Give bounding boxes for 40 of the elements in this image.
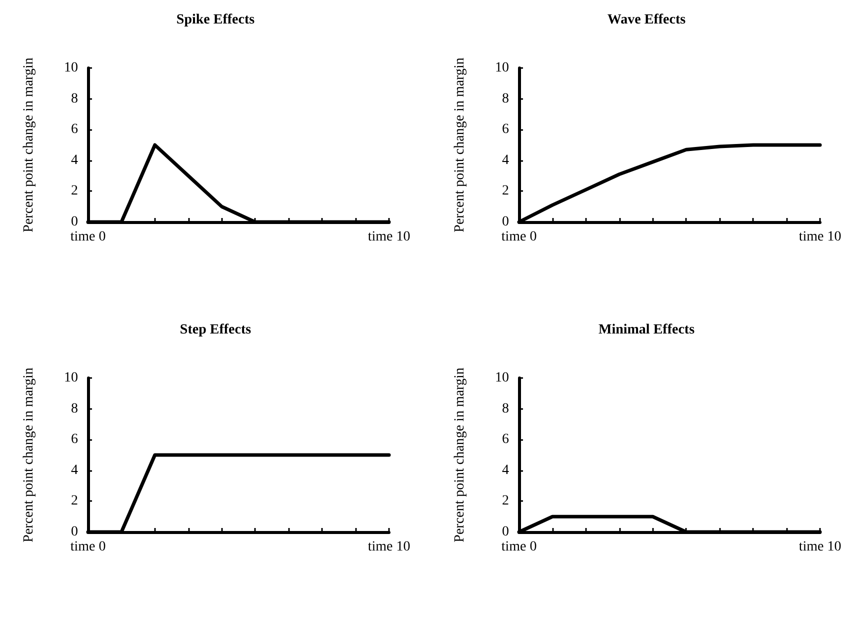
x-tick-label: time 0 bbox=[70, 230, 106, 244]
y-tick-label: 8 bbox=[502, 91, 509, 106]
x-tick-label: time 10 bbox=[798, 540, 842, 554]
y-tick-label: 10 bbox=[495, 370, 509, 386]
y-tick-label: 4 bbox=[71, 462, 78, 478]
y-axis-title: Percent point change in margin bbox=[452, 368, 468, 542]
y-tick-label: 2 bbox=[71, 184, 78, 199]
y-tick-label: 4 bbox=[502, 462, 509, 478]
chart-title: Spike Effects bbox=[176, 12, 256, 28]
y-tick-label: 0 bbox=[71, 524, 78, 540]
y-tick-label: 6 bbox=[502, 432, 509, 448]
chart-title: Minimal Effects bbox=[598, 322, 696, 338]
y-tick-label: 6 bbox=[71, 122, 78, 138]
x-tick-label: time 10 bbox=[368, 540, 410, 554]
y-tick-label: 0 bbox=[502, 524, 509, 540]
y-axis-title: Percent point change in margin bbox=[452, 58, 468, 232]
x-tick-label: time 10 bbox=[368, 230, 410, 244]
y-tick-label: 8 bbox=[71, 401, 78, 416]
x-tick-label: time 0 bbox=[70, 540, 106, 554]
y-tick-label: 0 bbox=[502, 214, 509, 230]
y-axis-title: Percent point change in margin bbox=[22, 58, 36, 232]
chart-title: Wave Effects bbox=[607, 12, 686, 28]
y-tick-label: 8 bbox=[71, 91, 78, 106]
y-tick-label: 10 bbox=[64, 60, 78, 76]
y-tick-label: 6 bbox=[71, 432, 78, 448]
x-tick-label: time 0 bbox=[501, 540, 537, 554]
y-tick-label: 8 bbox=[502, 401, 509, 416]
y-tick-label: 6 bbox=[502, 122, 509, 138]
chart-title: Step Effects bbox=[180, 322, 252, 338]
x-tick-label: time 0 bbox=[501, 230, 537, 244]
y-tick-label: 10 bbox=[495, 60, 509, 76]
y-axis-title: Percent point change in margin bbox=[22, 368, 36, 542]
x-tick-label: time 10 bbox=[798, 230, 842, 244]
y-tick-label: 2 bbox=[502, 494, 509, 509]
y-tick-label: 4 bbox=[71, 152, 78, 168]
y-tick-label: 2 bbox=[502, 184, 509, 199]
y-tick-label: 10 bbox=[64, 370, 78, 386]
y-tick-label: 0 bbox=[71, 214, 78, 230]
y-tick-label: 2 bbox=[71, 494, 78, 509]
y-tick-label: 4 bbox=[502, 152, 509, 168]
